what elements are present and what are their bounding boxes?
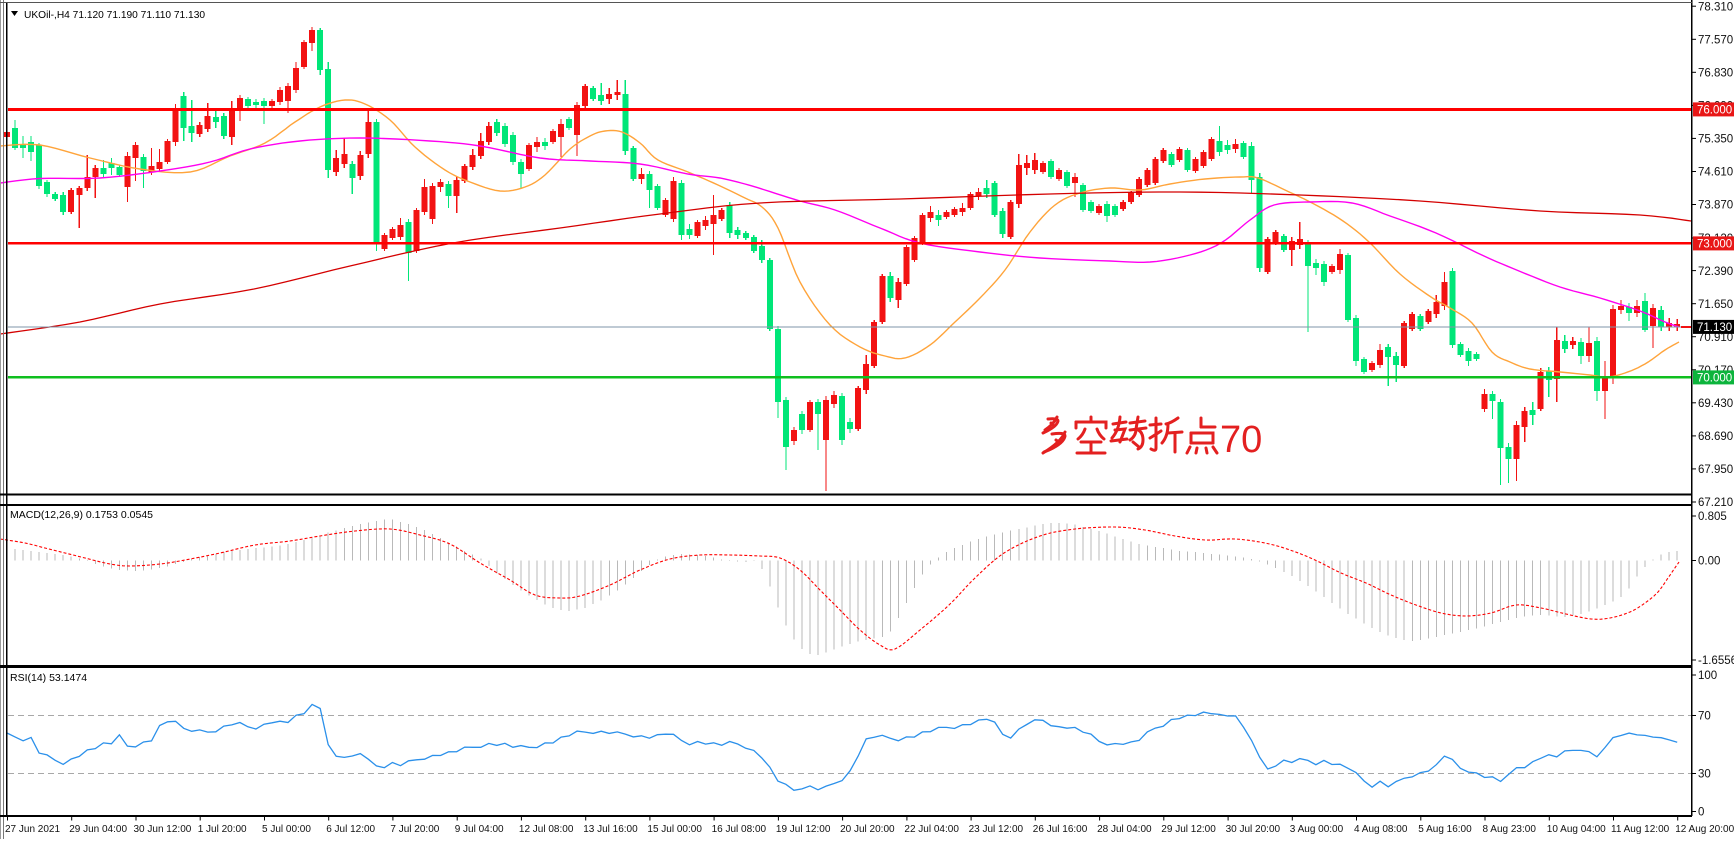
svg-text:74.610: 74.610 xyxy=(1698,167,1733,179)
svg-text:70: 70 xyxy=(1220,419,1262,461)
svg-text:6 Jul 12:00: 6 Jul 12:00 xyxy=(326,824,375,835)
svg-text:70.910: 70.910 xyxy=(1698,332,1733,344)
svg-text:28 Jul 04:00: 28 Jul 04:00 xyxy=(1097,824,1152,835)
svg-text:20 Jul 20:00: 20 Jul 20:00 xyxy=(840,824,895,835)
svg-text:68.690: 68.690 xyxy=(1698,431,1733,443)
svg-text:7 Jul 20:00: 7 Jul 20:00 xyxy=(390,824,439,835)
svg-text:69.430: 69.430 xyxy=(1698,398,1733,410)
svg-text:MACD(12,26,9) 0.1753 0.0545: MACD(12,26,9) 0.1753 0.0545 xyxy=(10,509,153,521)
svg-text:RSI(14) 53.1474: RSI(14) 53.1474 xyxy=(10,672,87,684)
svg-text:26 Jul 16:00: 26 Jul 16:00 xyxy=(1033,824,1088,835)
svg-text:UKOil-,H4 71.120 71.190 71.11: UKOil-,H4 71.120 71.190 71.110 71.130 xyxy=(24,10,205,21)
svg-text:0.805: 0.805 xyxy=(1698,511,1727,523)
svg-text:77.570: 77.570 xyxy=(1698,35,1733,47)
svg-text:30 Jun 12:00: 30 Jun 12:00 xyxy=(134,824,192,835)
svg-text:23 Jul 12:00: 23 Jul 12:00 xyxy=(969,824,1024,835)
svg-text:72.390: 72.390 xyxy=(1698,266,1733,278)
svg-text:27 Jun 2021: 27 Jun 2021 xyxy=(5,824,60,835)
svg-text:9 Jul 04:00: 9 Jul 04:00 xyxy=(455,824,504,835)
svg-text:5 Jul 00:00: 5 Jul 00:00 xyxy=(262,824,311,835)
svg-text:0.00: 0.00 xyxy=(1698,556,1720,568)
svg-text:12 Jul 08:00: 12 Jul 08:00 xyxy=(519,824,574,835)
svg-text:67.210: 67.210 xyxy=(1698,497,1733,509)
svg-text:100: 100 xyxy=(1698,670,1717,682)
svg-text:15 Jul 00:00: 15 Jul 00:00 xyxy=(647,824,702,835)
svg-text:3 Aug 00:00: 3 Aug 00:00 xyxy=(1290,824,1344,835)
svg-text:70: 70 xyxy=(1698,711,1711,723)
svg-text:67.950: 67.950 xyxy=(1698,464,1733,476)
svg-text:73.000: 73.000 xyxy=(1697,239,1732,251)
svg-text:73.870: 73.870 xyxy=(1698,200,1733,212)
svg-text:16 Jul 08:00: 16 Jul 08:00 xyxy=(712,824,767,835)
svg-text:30 Jul 20:00: 30 Jul 20:00 xyxy=(1226,824,1281,835)
svg-text:30: 30 xyxy=(1698,769,1711,781)
svg-text:22 Jul 04:00: 22 Jul 04:00 xyxy=(904,824,959,835)
svg-text:29 Jul 12:00: 29 Jul 12:00 xyxy=(1161,824,1216,835)
svg-text:5 Aug 16:00: 5 Aug 16:00 xyxy=(1418,824,1472,835)
svg-text:71.650: 71.650 xyxy=(1698,299,1733,311)
svg-text:8 Aug 23:00: 8 Aug 23:00 xyxy=(1483,824,1537,835)
svg-text:10 Aug 04:00: 10 Aug 04:00 xyxy=(1547,824,1606,835)
svg-text:76.000: 76.000 xyxy=(1697,105,1732,117)
svg-text:71.130: 71.130 xyxy=(1697,322,1732,334)
svg-text:19 Jul 12:00: 19 Jul 12:00 xyxy=(776,824,831,835)
svg-text:1 Jul 20:00: 1 Jul 20:00 xyxy=(198,824,247,835)
svg-text:12 Aug 20:00: 12 Aug 20:00 xyxy=(1675,824,1734,835)
svg-text:13 Jul 16:00: 13 Jul 16:00 xyxy=(583,824,638,835)
svg-text:78.310: 78.310 xyxy=(1698,1,1733,13)
svg-text:70.000: 70.000 xyxy=(1697,373,1732,385)
svg-text:29 Jun 04:00: 29 Jun 04:00 xyxy=(69,824,127,835)
svg-text:75.350: 75.350 xyxy=(1698,134,1733,146)
svg-text:11 Aug 12:00: 11 Aug 12:00 xyxy=(1611,824,1670,835)
svg-text:0: 0 xyxy=(1698,807,1704,819)
svg-text:76.830: 76.830 xyxy=(1698,68,1733,80)
svg-text:-1.6556: -1.6556 xyxy=(1698,655,1734,667)
svg-text:4 Aug 08:00: 4 Aug 08:00 xyxy=(1354,824,1408,835)
